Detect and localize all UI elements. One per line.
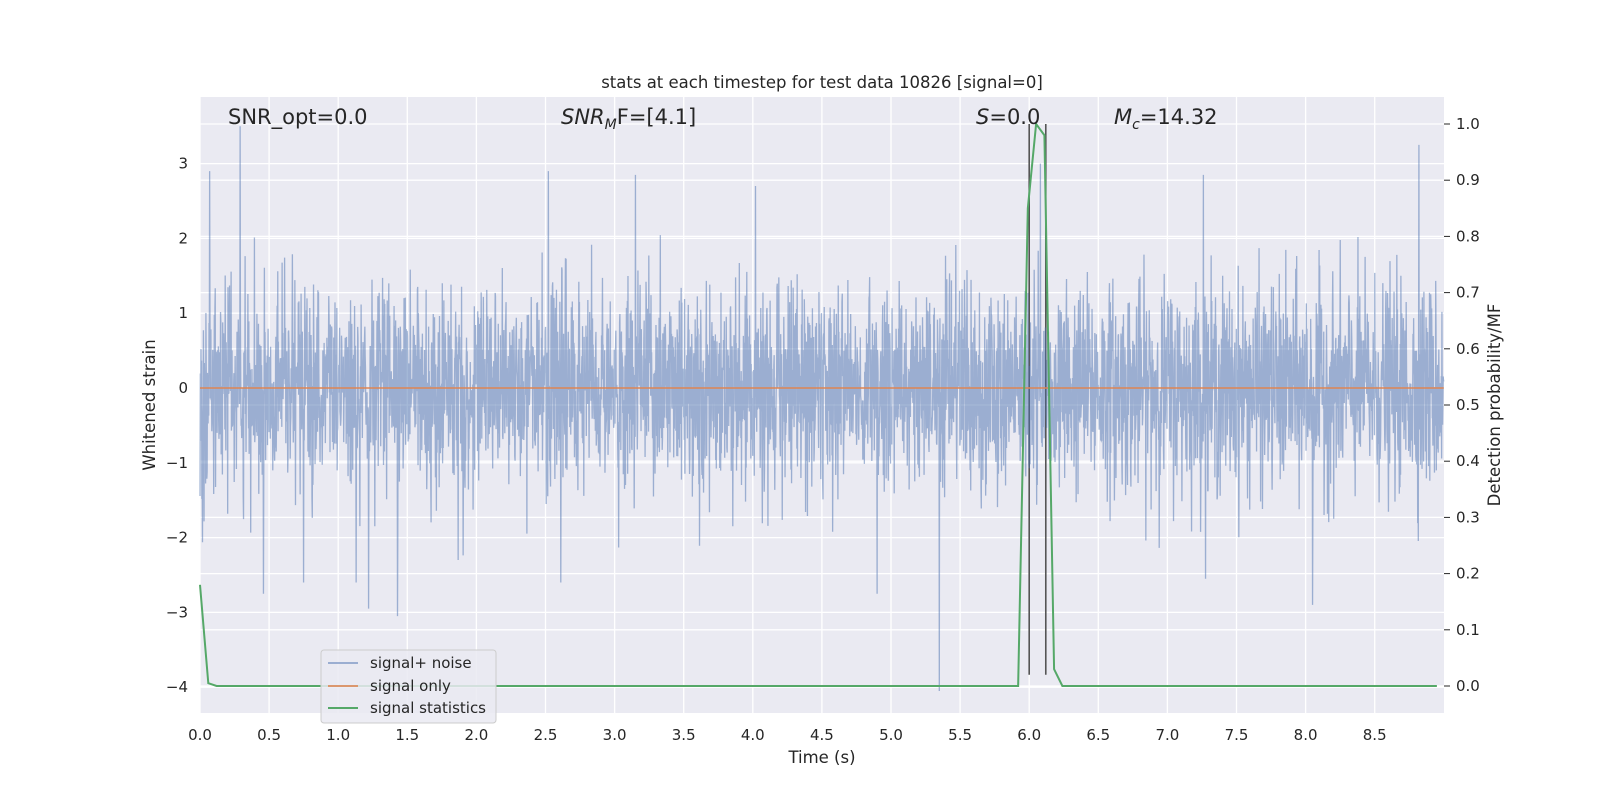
x-tick-label: 5.0 [879, 726, 903, 744]
legend-box [320, 649, 497, 724]
legend-label-signal-noise: signal+ noise [370, 654, 472, 672]
x-tick-label: 8.0 [1294, 726, 1318, 744]
series-layer [199, 121, 1445, 691]
y-tick-label: −1 [166, 454, 188, 472]
x-tick-label: 8.5 [1363, 726, 1387, 744]
snr-mf-annotation: SNRMF=[4.1] [561, 105, 696, 133]
x-tick-label: 1.0 [326, 726, 350, 744]
x-tick-label: 3.0 [603, 726, 627, 744]
chart-title: stats at each timestep for test data 108… [601, 73, 1043, 92]
x-axis-ticks: 0.0 0.5 1.0 1.5 2.0 2.5 3.0 3.5 4.0 4.5 5.0 5.5 6.0 6… [188, 726, 1387, 744]
x-tick-label: 4.0 [741, 726, 765, 744]
x-tick-label: 7.0 [1155, 726, 1179, 744]
y-tick-label: 0 [178, 379, 188, 397]
x-tick-label: 0.5 [257, 726, 281, 744]
y2-tick-label: 0.9 [1456, 171, 1480, 189]
series-signal-statistics-line [199, 121, 1437, 687]
legend-label-signal-statistics: signal statistics [370, 699, 486, 717]
y-tick-label: 3 [178, 155, 188, 173]
series-signal-noise-line [199, 126, 1445, 691]
y-tick-label: 1 [178, 304, 188, 322]
y2-axis-ticks: 1.0 0.9 0.8 0.7 0.6 0.5 0.4 0.3 0.2 0.1 0.0 [1444, 115, 1480, 695]
x-tick-label: 6.0 [1017, 726, 1041, 744]
y-tick-label: −4 [166, 678, 188, 696]
y-tick-label: −3 [166, 603, 188, 621]
y2-tick-label: 1.0 [1456, 115, 1480, 133]
legend-label-signal-only: signal only [370, 677, 451, 695]
y2-tick-label: 0.5 [1456, 396, 1480, 414]
y2-tick-label: 0.6 [1456, 340, 1480, 358]
x-tick-label: 6.5 [1086, 726, 1110, 744]
x-tick-label: 1.5 [395, 726, 419, 744]
y2-tick-label: 0.3 [1456, 508, 1480, 526]
y-tick-label: 2 [178, 229, 188, 247]
x-tick-label: 2.0 [464, 726, 488, 744]
y2-axis-label: Detection probability/MF [1485, 304, 1504, 507]
x-tick-label: 4.5 [810, 726, 834, 744]
mc-annotation: Mc=14.32 [1114, 105, 1218, 133]
legend: signal+ noise signal only signal statist… [320, 649, 497, 724]
snr-opt-annotation: SNR_opt=0.0 [228, 105, 368, 130]
y2-tick-label: 0.8 [1456, 227, 1480, 245]
y-axis-label: Whitened strain [140, 339, 159, 470]
x-tick-label: 3.5 [672, 726, 696, 744]
y2-tick-label: 0.4 [1456, 452, 1480, 470]
x-axis-label: Time (s) [787, 748, 855, 767]
y2-tick-label: 0.7 [1456, 284, 1480, 302]
y-tick-label: −2 [166, 529, 188, 547]
y2-tick-label: 0.0 [1456, 677, 1480, 695]
y-axis-ticks: 3 2 1 0 −1 −2 −3 −4 [166, 155, 188, 697]
y2-tick-label: 0.2 [1456, 565, 1480, 583]
x-tick-label: 7.5 [1225, 726, 1249, 744]
x-tick-label: 2.5 [534, 726, 558, 744]
s-annotation: S=0.0 [976, 105, 1040, 129]
x-tick-label: 0.0 [188, 726, 212, 744]
y2-tick-label: 0.1 [1456, 621, 1480, 639]
x-tick-label: 5.5 [948, 726, 972, 744]
